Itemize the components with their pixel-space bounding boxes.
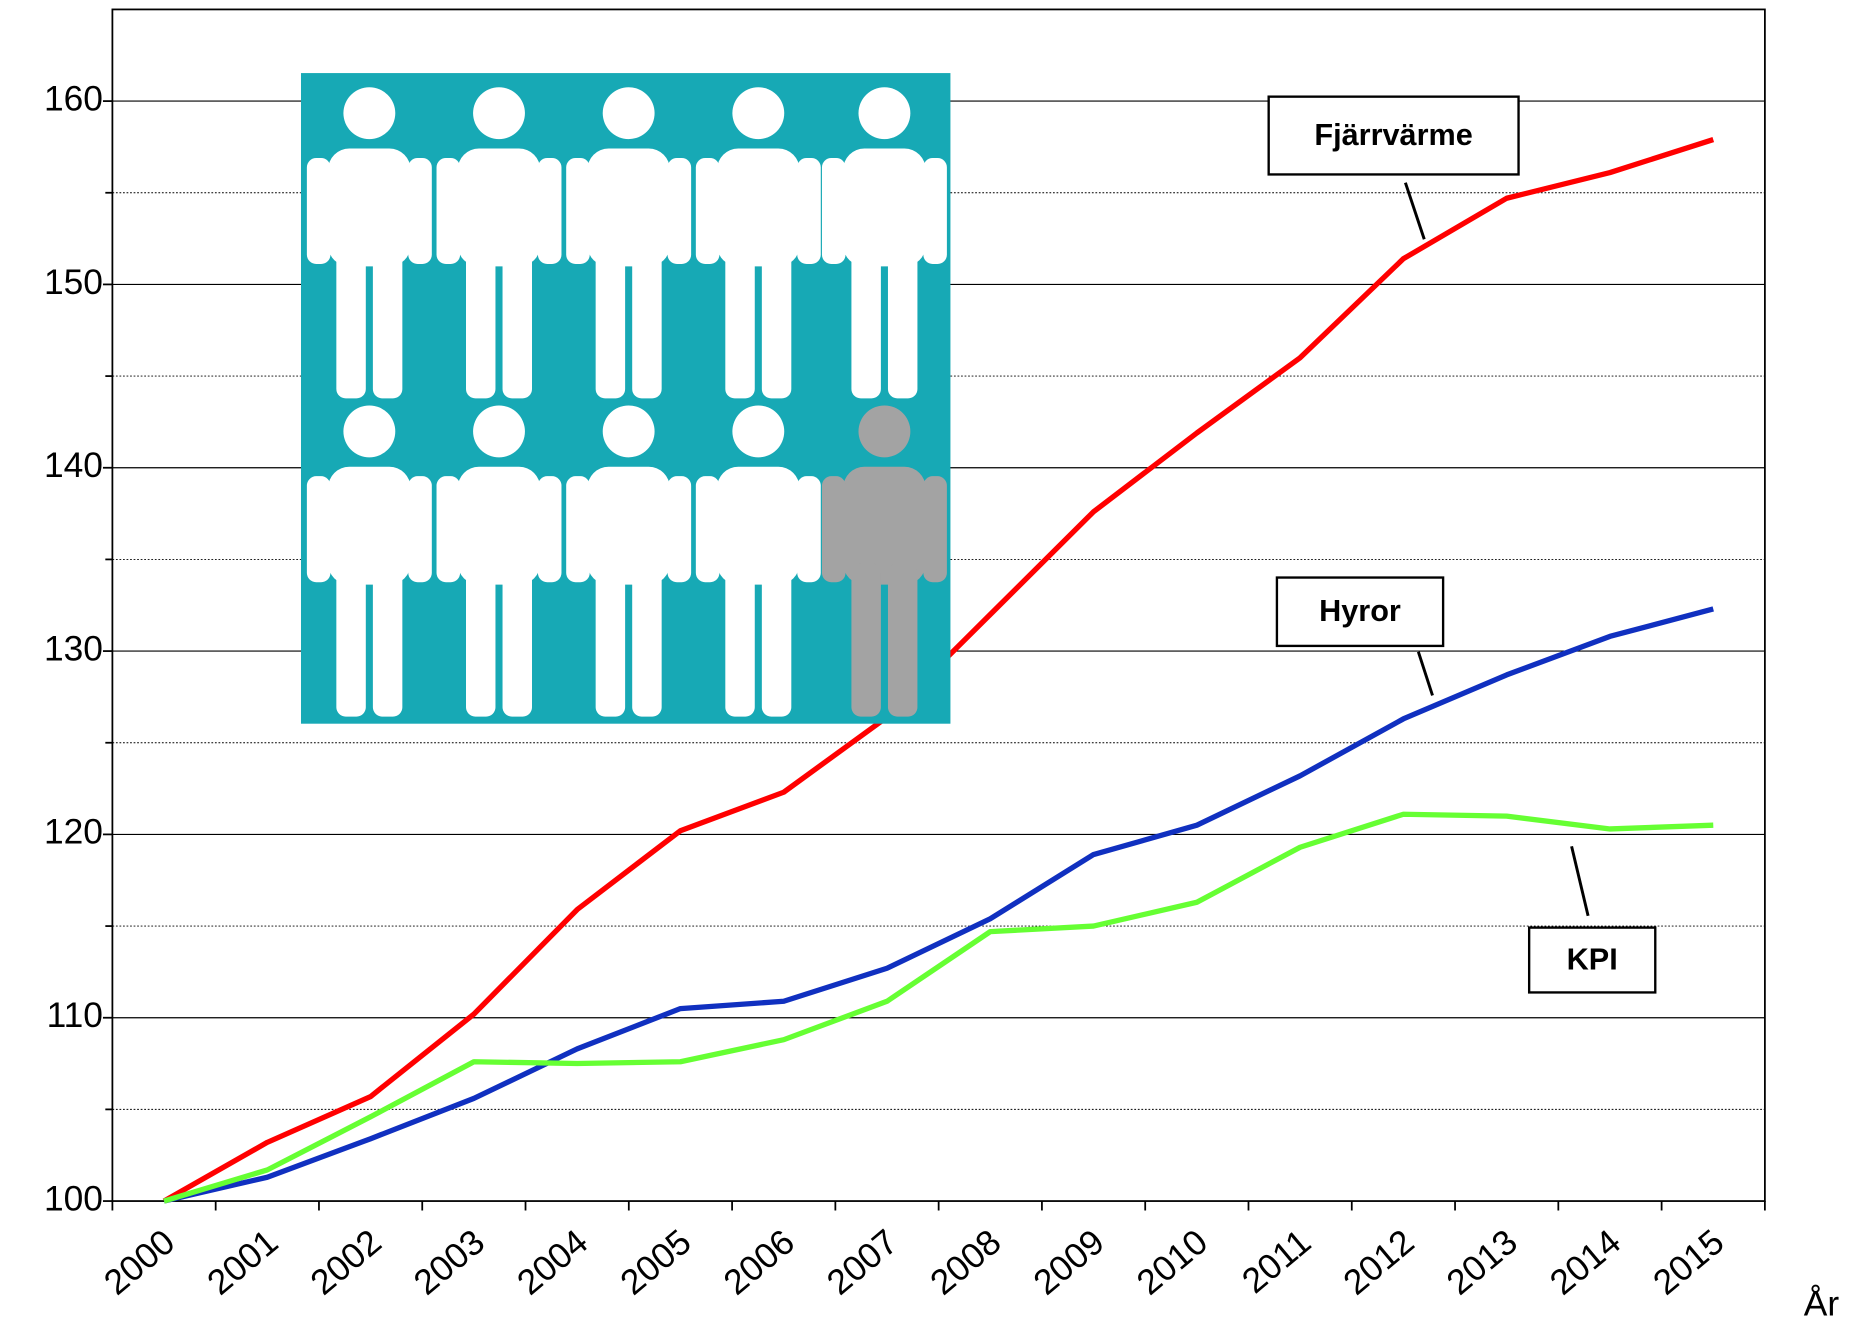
- y-tick-label: 130: [44, 629, 103, 668]
- x-tick-label: 2004: [510, 1222, 595, 1302]
- series-label: KPI: [1567, 942, 1618, 976]
- x-tick-label: 2013: [1440, 1222, 1525, 1302]
- x-tick-label: 2006: [717, 1222, 802, 1302]
- y-tick-label: 110: [47, 996, 103, 1035]
- x-tick-label: 2001: [200, 1222, 285, 1302]
- y-tick-label: 160: [44, 79, 103, 118]
- y-tick-label: 150: [44, 263, 103, 302]
- series-label: Fjärrvärme: [1314, 118, 1472, 152]
- x-tick-label: 2014: [1543, 1222, 1628, 1302]
- x-tick-label: 2005: [613, 1222, 698, 1302]
- x-tick-label: 2015: [1646, 1222, 1731, 1302]
- x-tick-label: 2000: [97, 1222, 182, 1302]
- label-leader: [1572, 846, 1589, 916]
- x-tick-label: 2008: [923, 1222, 1008, 1302]
- series-label: Hyror: [1319, 594, 1401, 628]
- y-tick-label: 100: [44, 1179, 103, 1218]
- x-tick-label: 2007: [820, 1222, 905, 1302]
- people-image: [301, 73, 950, 724]
- series-line: [164, 814, 1713, 1201]
- x-tick-label: 2012: [1336, 1222, 1421, 1302]
- x-tick-label: 2003: [407, 1222, 492, 1302]
- x-tick-label: 2010: [1130, 1222, 1215, 1302]
- label-leader: [1418, 652, 1432, 696]
- y-tick-label: 120: [44, 813, 103, 852]
- x-axis-label: År: [1804, 1284, 1840, 1323]
- label-leader: [1405, 183, 1424, 240]
- x-tick-label: 2002: [303, 1222, 388, 1302]
- label-layer: Fjärrvärme Hyror KPI: [1269, 97, 1656, 993]
- x-tick-label: 2011: [1235, 1222, 1318, 1301]
- x-tick-label: 2009: [1026, 1222, 1111, 1302]
- y-tick-label: 140: [44, 446, 103, 485]
- page: {"chart_data": {"type": "line", "categor…: [0, 0, 1849, 1326]
- chart: 1001101201301401501602000200120022003200…: [0, 0, 1849, 1326]
